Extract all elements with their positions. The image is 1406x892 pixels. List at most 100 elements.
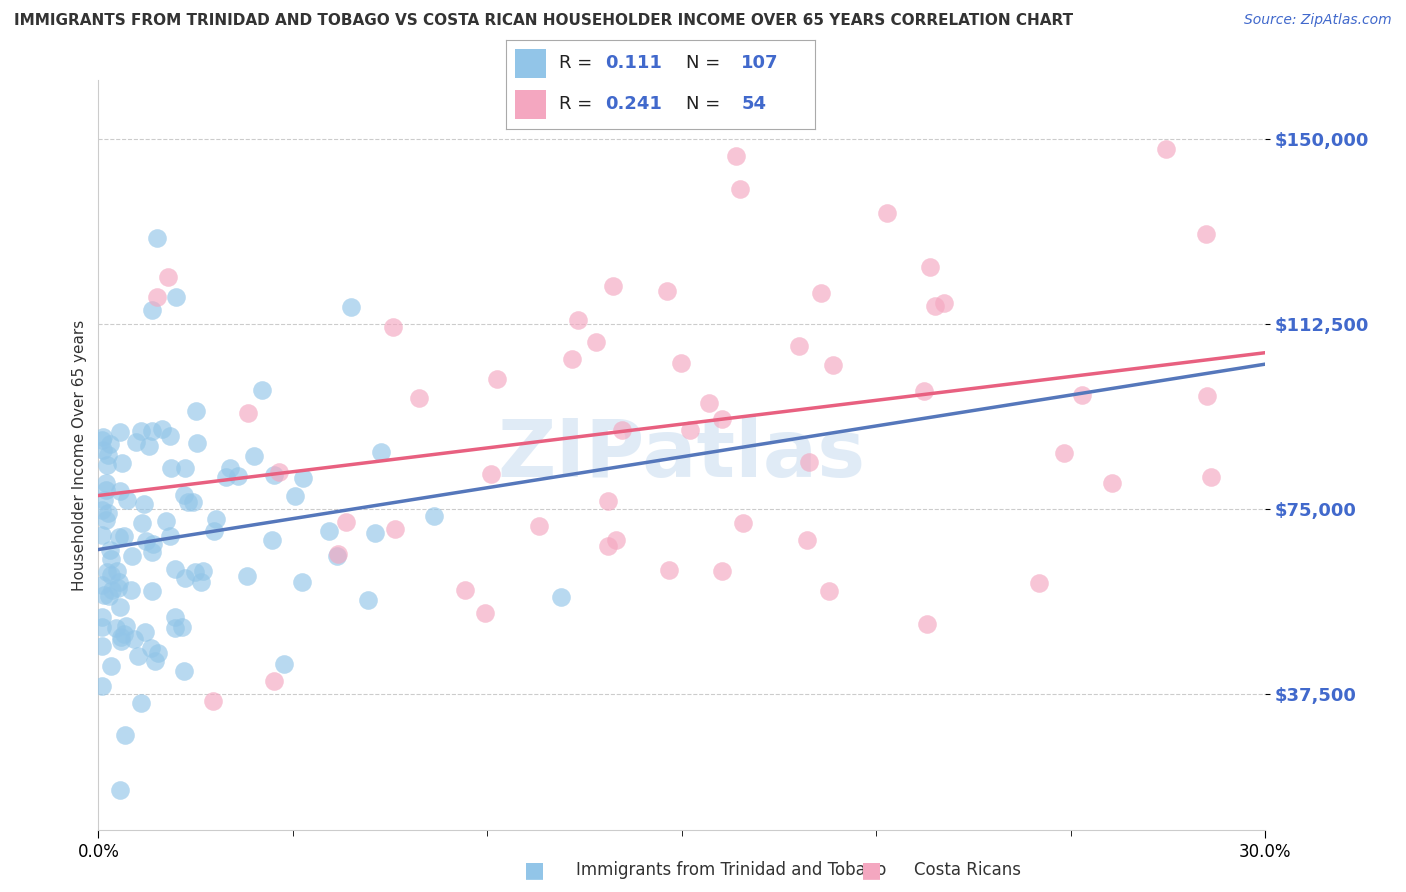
Point bbox=[112, 529, 135, 543]
Point bbox=[596, 494, 619, 508]
Point bbox=[382, 319, 405, 334]
Point bbox=[127, 649, 149, 664]
Point bbox=[141, 583, 163, 598]
Point bbox=[120, 583, 142, 598]
Text: 107: 107 bbox=[741, 54, 779, 72]
Point bbox=[107, 575, 129, 590]
Point bbox=[1199, 470, 1222, 484]
Point bbox=[810, 286, 832, 301]
Point bbox=[711, 412, 734, 426]
Point bbox=[97, 506, 120, 520]
Point bbox=[91, 503, 114, 517]
Point bbox=[159, 528, 181, 542]
Point bbox=[122, 632, 145, 646]
Point bbox=[186, 435, 208, 450]
Point bbox=[91, 442, 114, 457]
Point bbox=[326, 547, 349, 561]
Point bbox=[134, 624, 156, 639]
Point bbox=[93, 588, 115, 602]
Point bbox=[155, 515, 177, 529]
Point bbox=[1195, 389, 1218, 403]
Point bbox=[114, 618, 136, 632]
Text: Source: ZipAtlas.com: Source: ZipAtlas.com bbox=[1244, 13, 1392, 28]
Point bbox=[273, 657, 295, 672]
Text: ZIPatlas: ZIPatlas bbox=[498, 416, 866, 494]
Point bbox=[96, 458, 118, 472]
Text: N =: N = bbox=[686, 95, 720, 113]
Point bbox=[141, 303, 163, 318]
Point bbox=[121, 549, 143, 563]
Point bbox=[610, 423, 633, 437]
Point bbox=[132, 498, 155, 512]
Point bbox=[821, 358, 844, 372]
Point bbox=[730, 182, 752, 196]
Point bbox=[799, 455, 821, 469]
Point bbox=[602, 278, 624, 293]
Point bbox=[91, 430, 114, 444]
Text: IMMIGRANTS FROM TRINIDAD AND TOBAGO VS COSTA RICAN HOUSEHOLDER INCOME OVER 65 YE: IMMIGRANTS FROM TRINIDAD AND TOBAGO VS C… bbox=[14, 13, 1073, 29]
Point bbox=[267, 465, 290, 479]
Text: R =: R = bbox=[558, 95, 592, 113]
Point bbox=[669, 356, 692, 370]
Point bbox=[146, 231, 169, 245]
Point bbox=[242, 449, 264, 463]
Point bbox=[934, 295, 956, 310]
Point bbox=[479, 467, 502, 481]
Point bbox=[173, 488, 195, 502]
Point bbox=[129, 424, 152, 438]
Point bbox=[340, 301, 363, 315]
Point bbox=[107, 530, 129, 544]
Point bbox=[384, 522, 406, 536]
Point bbox=[91, 609, 114, 624]
Point bbox=[98, 437, 121, 451]
Point bbox=[1156, 142, 1178, 156]
Point bbox=[91, 434, 114, 448]
Text: ■: ■ bbox=[524, 860, 544, 880]
Text: R =: R = bbox=[558, 54, 592, 72]
Point bbox=[146, 290, 169, 304]
Point bbox=[94, 475, 117, 490]
Point bbox=[657, 284, 679, 298]
Point bbox=[710, 564, 733, 578]
Point bbox=[454, 583, 477, 598]
FancyBboxPatch shape bbox=[516, 49, 547, 78]
Point bbox=[184, 565, 207, 579]
Point bbox=[876, 206, 898, 220]
Point bbox=[100, 568, 122, 582]
Point bbox=[108, 484, 131, 499]
Point bbox=[173, 572, 195, 586]
Point bbox=[111, 456, 134, 470]
Point bbox=[284, 489, 307, 503]
Point bbox=[731, 516, 754, 530]
Text: 54: 54 bbox=[741, 95, 766, 113]
Point bbox=[163, 621, 186, 635]
Y-axis label: Householder Income Over 65 years: Householder Income Over 65 years bbox=[72, 319, 87, 591]
Point bbox=[818, 583, 841, 598]
Point bbox=[115, 493, 138, 508]
Point bbox=[163, 610, 186, 624]
Point bbox=[474, 606, 496, 620]
Point bbox=[142, 537, 165, 551]
FancyBboxPatch shape bbox=[516, 90, 547, 119]
Point bbox=[181, 495, 204, 509]
Point bbox=[326, 549, 349, 563]
Point bbox=[112, 627, 135, 641]
Point bbox=[238, 406, 260, 420]
Point bbox=[173, 665, 195, 679]
Point bbox=[141, 545, 163, 559]
Point bbox=[100, 658, 122, 673]
Point bbox=[114, 728, 136, 742]
Point bbox=[94, 513, 117, 527]
Point bbox=[91, 639, 114, 653]
Point bbox=[1053, 446, 1076, 460]
Point bbox=[129, 696, 152, 710]
Point bbox=[1101, 476, 1123, 491]
Point bbox=[260, 533, 283, 548]
Point bbox=[204, 511, 226, 525]
Point bbox=[91, 578, 114, 592]
Point bbox=[318, 524, 340, 539]
Point bbox=[91, 679, 114, 693]
Point bbox=[104, 621, 127, 635]
Point bbox=[1071, 388, 1094, 402]
Point bbox=[145, 654, 167, 668]
